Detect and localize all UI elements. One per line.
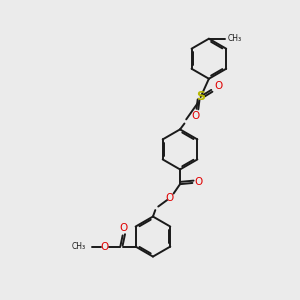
Text: O: O [101, 242, 109, 252]
Text: CH₃: CH₃ [227, 34, 242, 43]
Text: O: O [214, 81, 222, 92]
Text: O: O [194, 177, 202, 187]
Text: CH₃: CH₃ [72, 242, 86, 251]
Text: O: O [192, 111, 200, 122]
Text: O: O [165, 193, 174, 203]
Text: O: O [120, 223, 128, 233]
Text: S: S [196, 91, 205, 103]
